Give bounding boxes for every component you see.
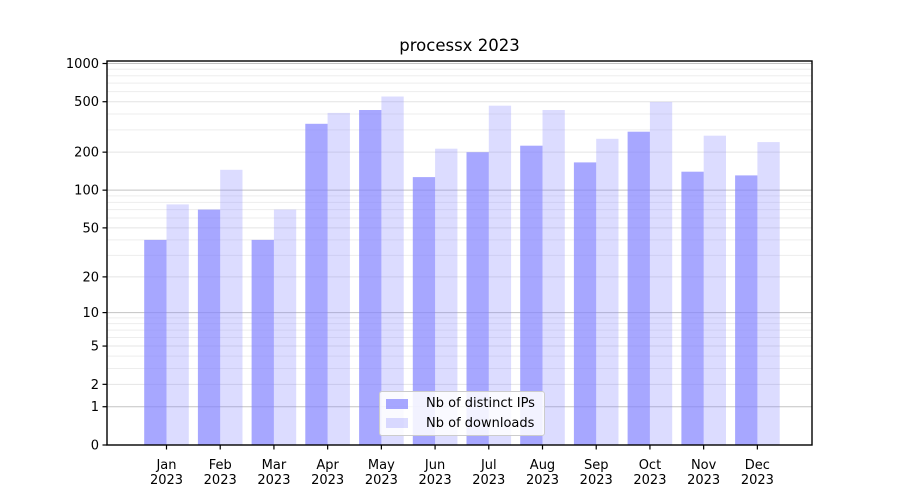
- x-tick-label-year-jun: 2023: [419, 473, 452, 488]
- y-tick-label-20: 20: [82, 270, 99, 285]
- bars-downloads: [166, 96, 780, 446]
- x-tick-label-year-sep: 2023: [580, 473, 613, 488]
- bar-sep-downloads: [596, 138, 619, 446]
- bar-mar-downloads: [273, 209, 297, 445]
- x-axis: Jan2023Feb2023Mar2023Apr2023May2023Jun20…: [150, 445, 774, 488]
- x-tick-label-month-aug: Aug: [530, 458, 555, 473]
- legend-swatch-downloads: [386, 418, 408, 429]
- bar-sep-ips: [573, 162, 597, 445]
- legend: Nb of distinct IPs Nb of downloads: [379, 391, 545, 436]
- legend-label-distinct-ips: Nb of distinct IPs: [426, 396, 535, 412]
- y-tick-label-1: 1: [91, 400, 99, 415]
- plot-frame: [106, 60, 813, 446]
- bar-mar-ips: [251, 239, 274, 445]
- y-tick-label-0: 0: [91, 439, 99, 454]
- bar-jul-downloads: [488, 105, 512, 445]
- bar-oct-ips: [627, 131, 650, 445]
- x-tick-label-year-jan: 2023: [150, 473, 183, 488]
- x-tick-label-year-feb: 2023: [204, 473, 237, 488]
- bar-aug-ips: [520, 145, 543, 445]
- y-tick-label-5: 5: [91, 340, 99, 355]
- x-tick-label-year-nov: 2023: [687, 473, 720, 488]
- legend-item-downloads: Nb of downloads: [386, 414, 544, 434]
- x-tick-label-month-apr: Apr: [316, 458, 339, 473]
- x-tick-label-month-jun: Jun: [424, 458, 445, 473]
- x-tick-label-year-oct: 2023: [633, 473, 666, 488]
- y-tick-label-100: 100: [74, 184, 99, 199]
- legend-swatch-distinct-ips: [386, 398, 408, 409]
- bar-jun-downloads: [435, 148, 458, 445]
- x-tick-label-year-apr: 2023: [311, 473, 344, 488]
- x-tick-label-year-mar: 2023: [257, 473, 290, 488]
- x-tick-label-month-dec: Dec: [745, 458, 770, 473]
- bar-jun-ips: [412, 177, 436, 445]
- x-tick-label-month-sep: Sep: [584, 458, 609, 473]
- bar-feb-downloads: [220, 169, 243, 446]
- y-tick-label-500: 500: [74, 95, 99, 110]
- x-tick-label-year-may: 2023: [365, 473, 398, 488]
- bar-jan-downloads: [166, 204, 189, 445]
- x-tick-label-month-mar: Mar: [262, 458, 287, 473]
- bar-apr-downloads: [327, 112, 350, 446]
- x-tick-label-year-jul: 2023: [472, 473, 505, 488]
- bar-dec-ips: [735, 175, 758, 445]
- bar-may-ips: [359, 110, 382, 445]
- bar-may-downloads: [381, 96, 404, 445]
- x-tick-label-year-aug: 2023: [526, 473, 559, 488]
- bar-feb-ips: [197, 209, 221, 445]
- y-tick-label-1000: 1000: [66, 57, 99, 72]
- chart-generated: 01251020501002005001000Jan2023Feb2023Mar…: [66, 57, 813, 488]
- x-tick-label-month-may: May: [368, 458, 395, 473]
- bar-dec-downloads: [757, 142, 780, 445]
- y-tick-label-200: 200: [74, 146, 99, 161]
- bar-apr-ips: [305, 123, 328, 446]
- bar-nov-downloads: [703, 135, 726, 445]
- y-tick-label-50: 50: [82, 221, 99, 236]
- chart-title: processx 2023: [399, 36, 519, 55]
- bar-aug-downloads: [542, 110, 565, 445]
- x-tick-label-month-jan: Jan: [155, 458, 176, 473]
- y-tick-label-10: 10: [82, 306, 99, 321]
- legend-label-downloads: Nb of downloads: [426, 415, 535, 431]
- bar-jan-ips: [144, 239, 167, 445]
- bars-ips: [144, 110, 758, 446]
- legend-item-distinct-ips: Nb of distinct IPs: [386, 394, 544, 414]
- bar-jul-ips: [466, 152, 489, 445]
- x-tick-label-month-nov: Nov: [691, 458, 717, 473]
- y-axis: 0 1 2 5 10 20 50 100 200 500 1000: [66, 57, 107, 454]
- y-tick-label-2: 2: [91, 378, 99, 393]
- x-tick-label-month-feb: Feb: [209, 458, 232, 473]
- bar-nov-ips: [681, 171, 704, 445]
- x-tick-label-month-oct: Oct: [639, 458, 661, 473]
- bar-oct-downloads: [649, 101, 673, 446]
- x-tick-label-month-jul: Jul: [480, 458, 497, 473]
- x-tick-label-year-dec: 2023: [741, 473, 774, 488]
